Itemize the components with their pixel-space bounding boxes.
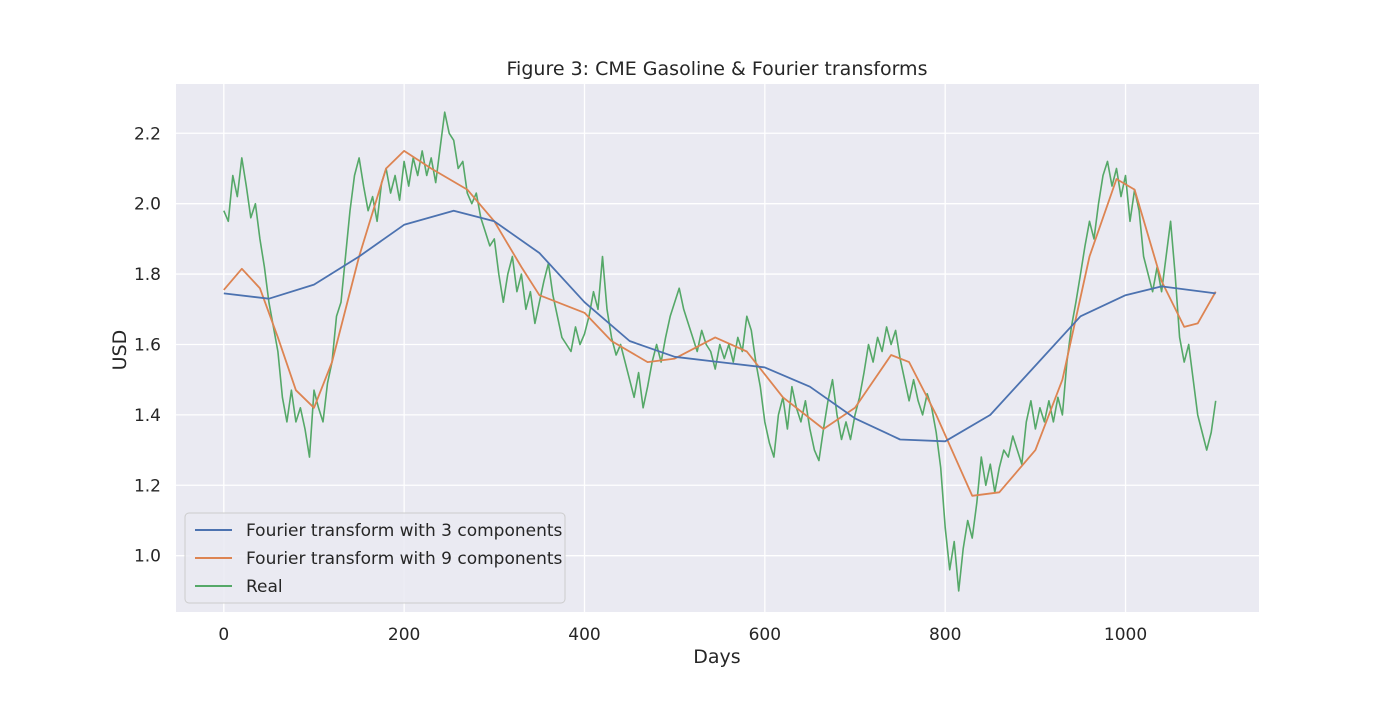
x-tick-label: 1000 (1104, 625, 1147, 645)
series-layer (223, 111, 1217, 592)
y-tick-label: 2.2 (134, 124, 161, 144)
x-tick-label: 200 (388, 625, 420, 645)
legend-box (184, 512, 566, 604)
y-tick-label: 1.2 (134, 476, 161, 496)
legend-entry-2: Real (246, 577, 283, 597)
y-tick-label: 1.8 (134, 265, 161, 285)
y-tick-label: 1.4 (134, 406, 161, 426)
legend-entry-1: Fourier transform with 9 components (246, 549, 563, 569)
x-tick-label: 600 (749, 625, 781, 645)
x-tick-label: 0 (218, 625, 229, 645)
tick-labels: 0 200 400 600 800 1000 1.0 1.2 1.4 1.6 1.8 2.0 2.2 (134, 124, 1147, 645)
legend-entry-0: Fourier transform with 3 components (246, 521, 563, 541)
series-line-0 (223, 209, 1216, 443)
x-axis-label: Days (693, 646, 740, 668)
series-line-1 (223, 150, 1217, 497)
legend: Fourier transform with 3 components Fouri… (184, 512, 566, 604)
x-tick-label: 400 (568, 625, 600, 645)
grid-lines (176, 84, 1259, 612)
chart-title: Figure 3: CME Gasoline & Fourier transfo… (507, 58, 928, 80)
series-line-2 (223, 111, 1217, 592)
y-axis-label: USD (109, 330, 131, 371)
y-tick-label: 1.0 (134, 547, 161, 567)
y-tick-label: 2.0 (134, 195, 161, 215)
y-tick-label: 1.6 (134, 335, 161, 355)
x-tick-label: 800 (929, 625, 961, 645)
